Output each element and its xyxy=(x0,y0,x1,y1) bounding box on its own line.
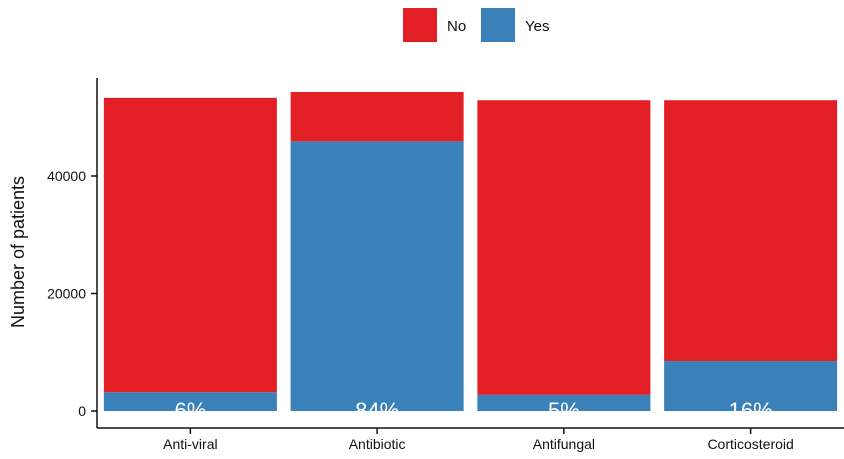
bar-yes-0 xyxy=(103,392,277,411)
percent-label-1: 84% xyxy=(355,398,399,423)
percent-labels: 6% 84% 5% 16% xyxy=(174,398,772,423)
bar-no-0 xyxy=(103,97,277,393)
y-tick-label-2: 40000 xyxy=(47,168,86,184)
x-tick-label-3: Corticosteroid xyxy=(707,436,793,452)
bar-yes-3 xyxy=(664,361,838,411)
legend-label-no: No xyxy=(447,18,466,35)
legend-label-yes: Yes xyxy=(525,18,549,35)
y-axis-ticks: 0 20000 40000 xyxy=(47,168,97,419)
bars xyxy=(103,91,838,411)
legend: No Yes xyxy=(403,8,549,42)
bar-yes-2 xyxy=(477,394,651,411)
y-tick-label-0: 0 xyxy=(78,403,86,419)
bar-no-3 xyxy=(664,100,838,362)
bar-no-1 xyxy=(290,91,464,142)
x-tick-label-2: Antifungal xyxy=(533,436,595,452)
percent-label-0: 6% xyxy=(174,398,206,423)
percent-label-3: 16% xyxy=(729,398,773,423)
y-axis-label: Number of patients xyxy=(8,176,28,328)
legend-swatch-yes xyxy=(481,8,515,42)
bar-no-2 xyxy=(477,100,651,395)
x-tick-label-1: Antibiotic xyxy=(349,436,406,452)
bar-yes-1 xyxy=(290,141,464,411)
x-axis-ticks: Anti-viral Antibiotic Antifungal Corticoste… xyxy=(163,428,794,452)
x-tick-label-0: Anti-viral xyxy=(163,436,217,452)
y-tick-label-1: 20000 xyxy=(47,286,86,302)
legend-swatch-no xyxy=(403,8,437,42)
percent-label-2: 5% xyxy=(548,398,580,423)
